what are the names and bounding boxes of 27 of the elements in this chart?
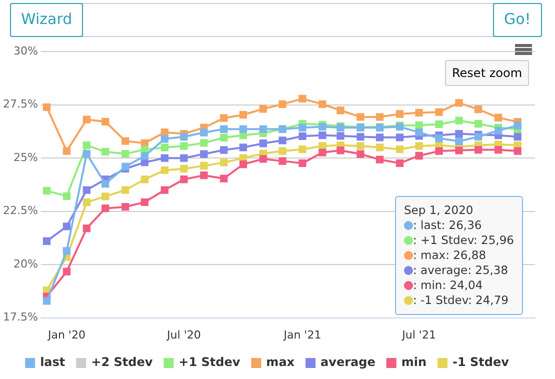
annotation: : max: 26,88 [413, 248, 486, 263]
y-tick-label: 20% [13, 257, 38, 270]
y-tick-label: 22.5% [2, 204, 38, 218]
x-tick-label: Jan '21 [282, 328, 322, 342]
y-tick-label: 30% [13, 44, 38, 58]
legend-label: -1 Stdev [452, 355, 510, 370]
annotation: : min: 24,04 [413, 278, 483, 293]
annotation: : -1 Stdev: 24,79 [413, 293, 508, 308]
y-tick-label: 25% [13, 150, 38, 164]
annotation: Reset zoom [445, 60, 530, 86]
legend-label: max [266, 355, 295, 370]
legend-label: +1 Stdev [178, 355, 240, 370]
y-tick-label: 17.5% [2, 310, 38, 324]
x-tick-label: Jul '21 [401, 328, 436, 342]
y-tick-label: 27.5% [2, 98, 38, 111]
annotation: : average: 25,38 [413, 263, 508, 278]
legend-label: average [320, 355, 376, 370]
x-tick-label: Jul '20 [166, 328, 201, 342]
x-tick-label: Jan '20 [46, 328, 86, 342]
annotation: : +1 Stdev: 25,96 [413, 233, 514, 248]
legend-label: min [401, 355, 426, 370]
annotation: Sep 1, 2020 [404, 203, 474, 218]
text: Go! [493, 3, 542, 37]
text: Wizard [10, 3, 84, 37]
legend-label: +2 Stdev [91, 355, 153, 370]
legend-label: last [40, 355, 66, 370]
annotation: : last: 26,36 [413, 218, 482, 233]
